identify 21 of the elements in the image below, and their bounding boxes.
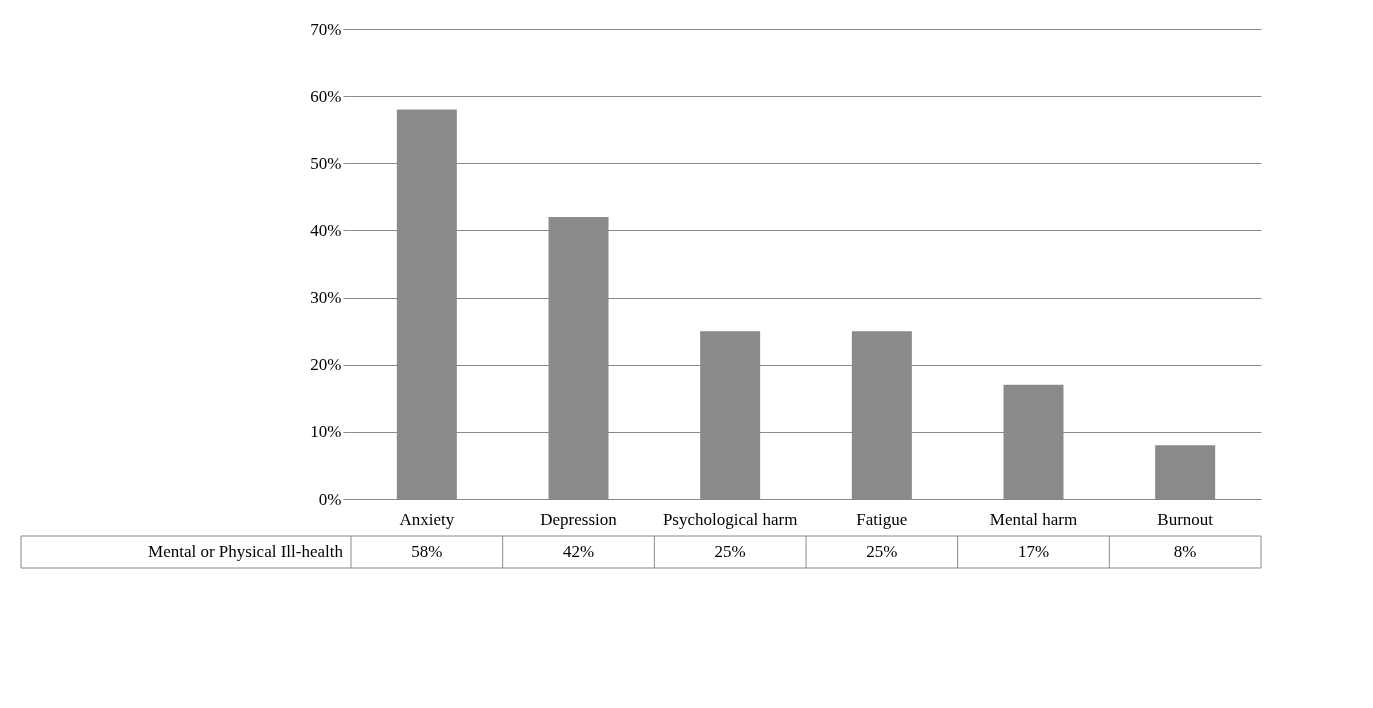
- x-tick-label: Mental harm: [989, 509, 1078, 529]
- data-label: 17%: [1017, 542, 1050, 561]
- x-tick-label: Fatigue: [856, 509, 908, 529]
- x-tick-label: Anxiety: [399, 509, 455, 529]
- data-label: 25%: [866, 542, 898, 561]
- y-tick-label: 30%: [310, 288, 342, 308]
- y-tick-label: 60%: [310, 86, 342, 106]
- legend-label: Mental or Physical Ill-health: [148, 542, 344, 561]
- x-tick-label: Psychological harm: [662, 509, 798, 529]
- x-tick-label: Depression: [540, 509, 618, 529]
- y-tick-label: 0%: [318, 489, 342, 509]
- data-label: 42%: [562, 542, 595, 561]
- y-tick-label: 70%: [310, 19, 342, 39]
- y-tick-label: 20%: [310, 355, 342, 375]
- x-tick-label: Burnout: [1157, 509, 1214, 529]
- y-tick-label: 10%: [310, 422, 342, 442]
- data-label: 8%: [1173, 542, 1197, 561]
- data-label: 25%: [714, 542, 746, 561]
- y-tick-label: 40%: [310, 220, 342, 240]
- y-tick-label: 50%: [310, 153, 342, 173]
- data-label: 58%: [411, 542, 443, 561]
